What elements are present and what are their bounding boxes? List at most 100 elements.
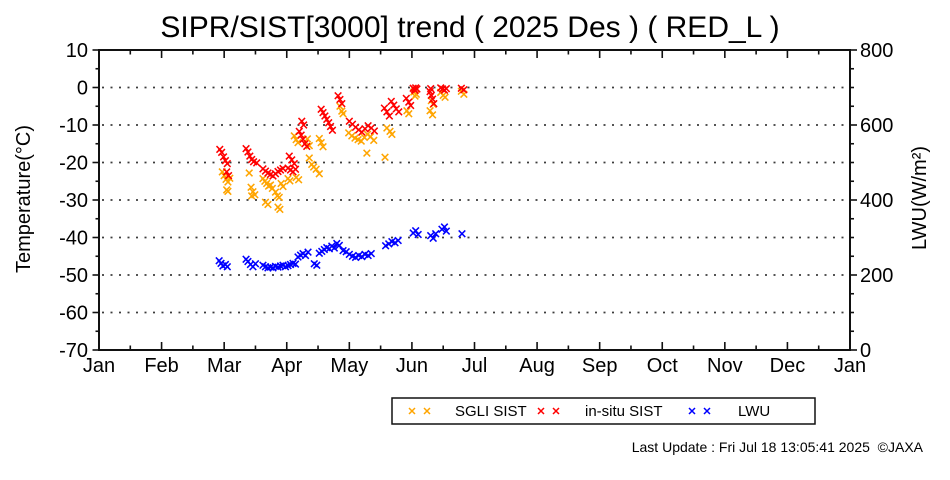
- data-point-in-situ-sist: [285, 152, 294, 160]
- data-point-in-situ-sist: [302, 142, 311, 151]
- x-tick-label: Jan: [83, 355, 115, 377]
- y-left-tick-label: -30: [59, 190, 88, 212]
- data-point-lwu: [442, 227, 451, 235]
- y-left-tick-label: -20: [59, 153, 88, 175]
- legend-box: [391, 397, 816, 425]
- data-point-in-situ-sist: [394, 108, 403, 116]
- data-point-in-situ-sist: [252, 159, 261, 167]
- data-point-sgli-sist: [404, 109, 413, 118]
- x-tick-label: Nov: [707, 355, 743, 377]
- data-point-in-situ-sist: [387, 97, 396, 106]
- data-point-sgli-sist: [251, 190, 259, 199]
- legend-label-lwu: LWU: [738, 403, 770, 420]
- legend-marker-sgli-sist-icon: [423, 407, 431, 415]
- y-right-tick-label: 400: [860, 190, 893, 212]
- data-point-in-situ-sist: [324, 118, 333, 127]
- data-point-sgli-sist: [224, 178, 232, 186]
- data-point-in-situ-sist: [297, 131, 305, 139]
- data-point-lwu: [414, 230, 423, 239]
- x-tick-label: Jul: [462, 355, 488, 377]
- data-point-sgli-sist: [441, 93, 449, 102]
- data-point-in-situ-sist: [406, 101, 415, 110]
- y-left-tick-label: -50: [59, 265, 88, 287]
- data-point-sgli-sist: [294, 138, 302, 147]
- data-point-in-situ-sist: [287, 156, 296, 164]
- data-point-in-situ-sist: [389, 101, 398, 109]
- data-point-in-situ-sist: [222, 168, 231, 176]
- y-left-tick-label: -40: [59, 228, 88, 250]
- data-point-sgli-sist: [294, 175, 303, 184]
- data-point-lwu: [440, 223, 449, 231]
- data-point-in-situ-sist: [385, 112, 394, 120]
- data-point-in-situ-sist: [460, 85, 468, 94]
- y-left-tick-label: -60: [59, 303, 88, 325]
- data-point-sgli-sist: [271, 188, 280, 196]
- data-point-in-situ-sist: [336, 95, 344, 104]
- data-point-sgli-sist: [315, 134, 324, 143]
- data-point-in-situ-sist: [334, 91, 342, 100]
- data-point-lwu: [335, 241, 344, 250]
- data-point-in-situ-sist: [223, 159, 232, 168]
- data-point-in-situ-sist: [380, 104, 389, 112]
- data-point-lwu: [411, 226, 420, 235]
- data-point-sgli-sist: [363, 149, 371, 157]
- y-right-tick-label: 800: [860, 40, 893, 62]
- data-point-sgli-sist: [224, 187, 232, 196]
- data-point-in-situ-sist: [290, 159, 299, 168]
- x-tick-label: Jun: [396, 355, 428, 377]
- y-right-tick-label: 600: [860, 115, 893, 137]
- data-point-sgli-sist: [315, 169, 324, 178]
- data-point-sgli-sist: [264, 200, 272, 209]
- data-point-in-situ-sist: [244, 148, 252, 156]
- data-point-in-situ-sist: [297, 117, 306, 126]
- data-point-in-situ-sist: [299, 135, 307, 144]
- data-point-sgli-sist: [245, 169, 254, 177]
- legend-marker-lwu-icon: [688, 407, 696, 415]
- data-point-in-situ-sist: [428, 95, 437, 103]
- plot-border: [98, 49, 851, 351]
- data-point-sgli-sist: [312, 165, 320, 174]
- y-left-tick-label: 10: [66, 40, 88, 62]
- data-point-in-situ-sist: [370, 127, 379, 135]
- y-axis-right-title: LWU(W/m²): [909, 146, 931, 250]
- data-point-sgli-sist: [247, 183, 255, 192]
- data-point-lwu: [367, 249, 376, 258]
- chart-title: SIPR/SIST[3000] trend ( 2025 Des ) ( RED…: [160, 11, 779, 44]
- data-point-sgli-sist: [279, 182, 287, 191]
- x-tick-label: May: [330, 355, 368, 377]
- x-tick-label: Feb: [144, 355, 178, 377]
- data-point-in-situ-sist: [224, 171, 233, 180]
- data-point-in-situ-sist: [337, 99, 346, 108]
- y-left-tick-label: 0: [77, 78, 88, 100]
- data-point-lwu: [291, 260, 300, 268]
- legend-marker-in-situ-sist-icon: [537, 407, 545, 415]
- data-point-lwu: [431, 229, 440, 238]
- data-point-in-situ-sist: [429, 99, 438, 108]
- data-point-in-situ-sist: [291, 165, 300, 174]
- data-point-sgli-sist: [369, 136, 378, 145]
- legend-marker-sgli-sist-icon: [408, 407, 416, 415]
- x-tick-label: Sep: [582, 355, 618, 377]
- data-point-sgli-sist: [286, 177, 294, 185]
- data-point-sgli-sist: [276, 205, 284, 214]
- data-point-lwu: [458, 229, 466, 238]
- data-point-lwu: [429, 234, 438, 243]
- data-point-sgli-sist: [388, 130, 396, 139]
- data-point-in-situ-sist: [383, 108, 391, 116]
- data-point-sgli-sist: [305, 154, 314, 162]
- data-point-lwu: [394, 236, 402, 245]
- data-point-sgli-sist: [317, 138, 326, 147]
- data-point-sgli-sist: [426, 106, 434, 115]
- data-point-in-situ-sist: [442, 84, 451, 93]
- data-point-lwu: [330, 244, 339, 252]
- x-tick-label: Dec: [770, 355, 806, 377]
- data-point-in-situ-sist: [328, 126, 337, 135]
- y-left-tick-label: -10: [59, 115, 88, 137]
- data-point-lwu: [304, 248, 312, 256]
- data-point-in-situ-sist: [295, 127, 304, 136]
- data-point-sgli-sist: [339, 109, 347, 118]
- x-tick-label: Aug: [519, 355, 555, 377]
- data-point-sgli-sist: [319, 142, 327, 151]
- x-tick-label: Mar: [207, 355, 242, 377]
